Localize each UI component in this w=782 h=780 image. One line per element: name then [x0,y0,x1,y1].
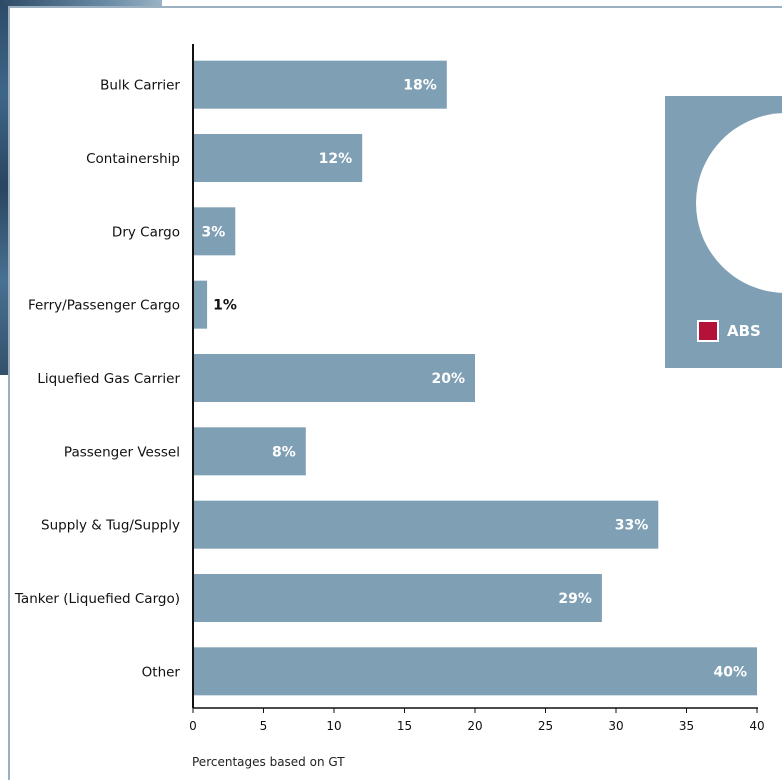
legend-label: ABS [727,322,761,340]
category-label: Bulk Carrier [100,78,180,94]
value-label: 33% [615,518,649,534]
value-label: 29% [558,591,592,607]
value-label: 20% [431,371,465,387]
x-tick-label: 35 [679,719,694,733]
chart-footnote: Percentages based on GT [192,755,345,769]
frame-top-border [8,6,782,8]
x-tick-label: 40 [749,719,764,733]
x-tick-label: 20 [467,719,482,733]
category-label: Liquefied Gas Carrier [37,371,180,387]
photo-strip [0,0,10,375]
x-tick-label: 10 [326,719,341,733]
category-label: Dry Cargo [112,224,180,240]
x-tick-label: 30 [608,719,623,733]
bar [193,647,757,696]
category-label: Containership [86,151,180,167]
category-label: Other [142,664,181,680]
value-label: 8% [272,444,296,460]
category-label: Tanker (Liquefied Cargo) [14,591,180,607]
photo-top-strip [0,0,162,6]
category-label: Ferry/Passenger Cargo [28,298,180,314]
bar [193,500,659,549]
value-label: 40% [713,664,747,680]
value-label: 1% [213,298,237,314]
bar [193,60,447,109]
category-label: Supply & Tug/Supply [41,518,180,534]
frame-left-border [8,6,10,780]
bar [193,134,363,182]
category-label: Passenger Vessel [64,444,180,460]
value-label: 18% [403,78,437,94]
x-tick-label: 15 [397,719,412,733]
legend-swatch-icon [697,320,719,342]
side-panel: ABS [665,96,782,368]
bar [193,427,306,476]
bar [193,354,475,402]
x-tick-label: 5 [260,719,268,733]
value-label: 3% [202,224,226,240]
x-tick-label: 0 [189,719,197,733]
bar [193,207,236,256]
bar [193,280,208,329]
bar [193,574,602,622]
value-label: 12% [319,151,353,167]
x-tick-label: 25 [538,719,553,733]
